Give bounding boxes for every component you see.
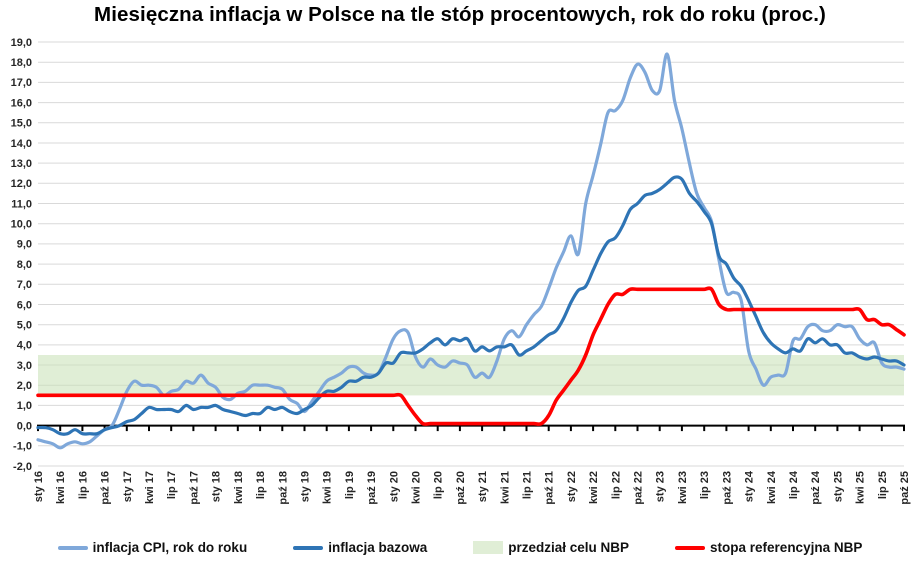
y-tick-label: -1,0 bbox=[13, 441, 32, 453]
x-tick-label: sty 17 bbox=[122, 471, 134, 502]
y-tick-label: 9,0 bbox=[17, 239, 32, 251]
reference-rate-line bbox=[36, 286, 906, 426]
x-tick-label: paź 17 bbox=[188, 471, 200, 505]
y-tick-label: 12,0 bbox=[11, 178, 32, 190]
x-tick-label: sty 24 bbox=[744, 470, 756, 502]
x-tick-label: lip 24 bbox=[788, 470, 800, 499]
x-tick-label: kwi 21 bbox=[499, 471, 511, 504]
x-tick-label: kwi 18 bbox=[233, 471, 245, 504]
y-tick-label: 10,0 bbox=[11, 219, 32, 231]
x-tick-label: sty 18 bbox=[211, 471, 223, 502]
x-axis bbox=[37, 424, 905, 432]
target-band-swatch-icon bbox=[473, 541, 504, 554]
legend-item-core: inflacja bazowa bbox=[293, 540, 427, 555]
y-tick-label: 17,0 bbox=[11, 77, 32, 89]
x-tick-label: lip 21 bbox=[522, 471, 534, 499]
y-tick-label: 15,0 bbox=[11, 118, 32, 130]
x-tick-label: kwi 20 bbox=[411, 471, 423, 504]
y-tick-label: 2,0 bbox=[17, 380, 32, 392]
x-tick-label: lip 18 bbox=[255, 471, 267, 499]
x-tick-label: paź 16 bbox=[100, 471, 112, 505]
x-axis-labels: sty 16 kwi 16 lip 16 paź 16 sty 17 kwi 17 lip … bbox=[33, 470, 911, 505]
x-tick-label: paź 25 bbox=[899, 471, 911, 505]
y-tick-label: 16,0 bbox=[11, 97, 32, 109]
legend-item-rate: stopa referencyjna NBP bbox=[675, 540, 862, 555]
cpi-line-swatch-icon bbox=[57, 545, 88, 550]
y-axis-labels: 19,0 18,0 17,0 16,0 15,0 14,0 13,0 12,0 11,0 10,0… bbox=[11, 37, 32, 473]
x-tick-label: sty 21 bbox=[477, 471, 489, 502]
y-tick-label: 8,0 bbox=[17, 259, 32, 271]
y-tick-label: 4,0 bbox=[17, 340, 32, 352]
chart-legend: inflacja CPI, rok do roku inflacja bazow… bbox=[0, 540, 920, 555]
x-tick-label: paź 20 bbox=[455, 471, 467, 505]
y-tick-label: 18,0 bbox=[11, 57, 32, 69]
x-tick-label: sty 25 bbox=[832, 471, 844, 502]
legend-label-rate: stopa referencyjna NBP bbox=[710, 540, 863, 555]
x-tick-label: kwi 25 bbox=[855, 471, 867, 504]
x-tick-label: sty 23 bbox=[655, 471, 667, 502]
x-tick-label: paź 23 bbox=[721, 471, 733, 505]
x-tick-label: sty 20 bbox=[388, 471, 400, 502]
x-tick-label: lip 20 bbox=[433, 471, 445, 499]
y-tick-label: 5,0 bbox=[17, 320, 32, 332]
y-tick-label: 11,0 bbox=[11, 198, 32, 210]
x-tick-label: lip 25 bbox=[877, 471, 889, 499]
x-tick-label: sty 16 bbox=[33, 471, 45, 502]
x-tick-label: sty 22 bbox=[566, 471, 578, 502]
x-tick-label: kwi 19 bbox=[322, 471, 334, 504]
core-inflation-line bbox=[36, 175, 906, 436]
x-tick-label: sty 19 bbox=[300, 471, 312, 502]
y-tick-label: -2,0 bbox=[13, 461, 32, 473]
cpi-line bbox=[36, 52, 906, 450]
y-tick-label: 14,0 bbox=[11, 138, 32, 150]
x-tick-label: lip 19 bbox=[344, 471, 356, 499]
legend-label-band: przedział celu NBP bbox=[508, 540, 630, 555]
x-tick-label: paź 24 bbox=[810, 470, 822, 505]
legend-label-cpi: inflacja CPI, rok do roku bbox=[92, 540, 248, 555]
core-line-swatch-icon bbox=[293, 545, 324, 550]
legend-item-band: przedział celu NBP bbox=[473, 540, 629, 555]
x-tick-label: lip 17 bbox=[166, 471, 178, 499]
rate-line-swatch-icon bbox=[675, 545, 706, 550]
y-tick-label: 1,0 bbox=[17, 400, 32, 412]
y-tick-label: 7,0 bbox=[17, 279, 32, 291]
y-tick-label: 13,0 bbox=[11, 158, 32, 170]
x-tick-label: kwi 22 bbox=[588, 471, 600, 504]
x-tick-label: paź 18 bbox=[277, 471, 289, 505]
y-tick-label: 0,0 bbox=[17, 420, 32, 432]
x-tick-label: lip 22 bbox=[610, 471, 622, 499]
x-tick-label: paź 19 bbox=[366, 471, 378, 505]
x-tick-label: lip 23 bbox=[699, 471, 711, 499]
x-tick-label: kwi 16 bbox=[55, 471, 67, 504]
x-tick-label: kwi 23 bbox=[677, 471, 689, 504]
chart-title: Miesięczna inflacja w Polsce na tle stóp… bbox=[94, 3, 826, 26]
x-tick-label: paź 21 bbox=[544, 471, 556, 505]
x-tick-label: lip 16 bbox=[77, 471, 89, 499]
legend-label-core: inflacja bazowa bbox=[328, 540, 428, 555]
y-tick-label: 3,0 bbox=[17, 360, 32, 372]
y-tick-label: 6,0 bbox=[17, 299, 32, 311]
y-tick-label: 19,0 bbox=[11, 37, 32, 49]
gridlines bbox=[38, 41, 904, 467]
legend-item-cpi: inflacja CPI, rok do roku bbox=[57, 540, 248, 555]
x-tick-label: kwi 17 bbox=[144, 471, 156, 504]
x-tick-label: paź 22 bbox=[633, 471, 645, 505]
x-tick-label: kwi 24 bbox=[766, 470, 778, 504]
